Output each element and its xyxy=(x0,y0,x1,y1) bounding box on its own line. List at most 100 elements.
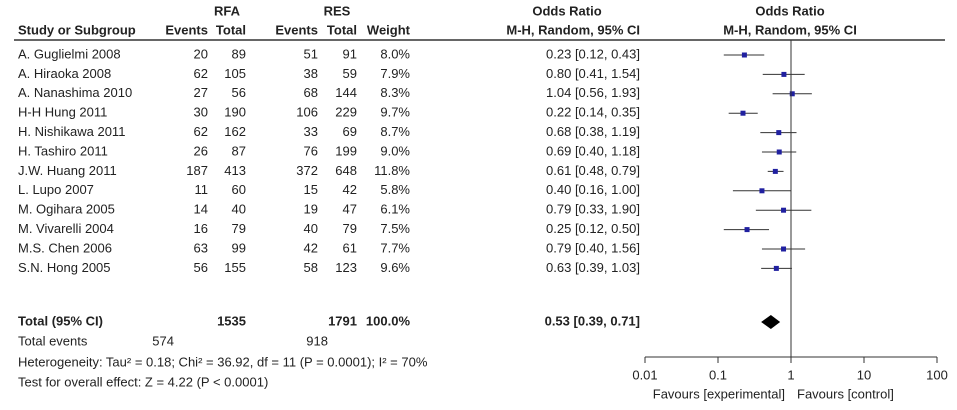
table-cell: 9.0% xyxy=(380,143,410,158)
study-name: H. Tashiro 2011 xyxy=(18,143,108,158)
table-cell: 229 xyxy=(335,105,357,120)
study-name: J.W. Huang 2011 xyxy=(18,163,117,178)
total-cell: 1535 xyxy=(217,313,246,328)
table-cell: 190 xyxy=(224,105,246,120)
x-label-right: Favours [control] xyxy=(797,386,894,401)
table-cell: 155 xyxy=(224,260,246,275)
table-cell: 87 xyxy=(232,143,246,158)
odds-ratio-label: 0.69 [0.40, 1.18] xyxy=(546,143,640,158)
odds-ratio-label: 1.04 [0.56, 1.93] xyxy=(546,85,640,100)
table-cell: 91 xyxy=(343,46,357,61)
table-cell: 106 xyxy=(296,105,318,120)
study-name: M. Vivarelli 2004 xyxy=(18,221,114,236)
column-header: Total xyxy=(327,22,357,37)
table-cell: 413 xyxy=(224,163,246,178)
table-cell: 8.0% xyxy=(380,46,410,61)
table-cell: 6.1% xyxy=(380,202,410,217)
odds-ratio-label: 0.22 [0.14, 0.35] xyxy=(546,105,640,120)
table-cell: 69 xyxy=(343,124,357,139)
study-name: M.S. Chen 2006 xyxy=(18,240,112,255)
table-cell: 62 xyxy=(194,124,208,139)
table-cell: 62 xyxy=(194,66,208,81)
point-estimate xyxy=(776,149,782,155)
odds-ratio-label: 0.79 [0.33, 1.90] xyxy=(546,202,640,217)
overall-effect: Test for overall effect: Z = 4.22 (P < 0… xyxy=(18,374,268,389)
table-cell: 123 xyxy=(335,260,357,275)
table-cell: 14 xyxy=(194,202,208,217)
total-cell: 1791 xyxy=(328,313,357,328)
point-estimate xyxy=(776,130,782,136)
table-cell: 11.8% xyxy=(374,163,410,178)
column-header: Events xyxy=(165,22,208,37)
total-cell: 100.0% xyxy=(366,313,411,328)
column-header: M-H, Random, 95% CI xyxy=(506,22,640,37)
column-header: Events xyxy=(275,22,318,37)
total-label: Total (95% CI) xyxy=(18,313,103,328)
odds-ratio-label: 0.61 [0.48, 0.79] xyxy=(546,163,640,178)
x-tick-label: 0.01 xyxy=(632,367,657,382)
table-cell: 79 xyxy=(343,221,357,236)
table-cell: 372 xyxy=(296,163,318,178)
table-cell: 76 xyxy=(304,143,318,158)
table-cell: 11 xyxy=(195,182,209,197)
table-cell: 56 xyxy=(194,260,208,275)
table-cell: 8.7% xyxy=(380,124,410,139)
odds-ratio-label: 0.23 [0.12, 0.43] xyxy=(546,46,640,61)
table-cell: 15 xyxy=(304,182,318,197)
study-name: A. Nanashima 2010 xyxy=(18,85,132,100)
table-cell: 30 xyxy=(194,105,208,120)
x-tick-label: 10 xyxy=(857,367,871,382)
odds-ratio-label: 0.40 [0.16, 1.00] xyxy=(546,182,640,197)
odds-ratio-label: 0.63 [0.39, 1.03] xyxy=(546,260,640,275)
column-header: Odds Ratio xyxy=(532,3,601,18)
table-cell: 648 xyxy=(335,163,357,178)
table-cell: 56 xyxy=(232,85,246,100)
point-estimate xyxy=(773,265,779,271)
table-cell: 40 xyxy=(304,221,318,236)
study-name: H-H Hung 2011 xyxy=(18,105,107,120)
heterogeneity: Heterogeneity: Tau² = 0.18; Chi² = 36.92… xyxy=(18,354,428,369)
table-cell: 8.3% xyxy=(380,85,410,100)
total-or-label: 0.53 [0.39, 0.71] xyxy=(545,313,640,328)
column-header: Study or Subgroup xyxy=(18,22,136,37)
table-cell: 63 xyxy=(194,240,208,255)
table-cell: 5.8% xyxy=(380,182,410,197)
pooled-diamond xyxy=(761,315,781,329)
table-cell: 59 xyxy=(343,66,357,81)
x-tick-label: 1 xyxy=(787,367,794,382)
study-name: H. Nishikawa 2011 xyxy=(18,124,125,139)
odds-ratio-label: 0.79 [0.40, 1.56] xyxy=(546,240,640,255)
study-name: L. Lupo 2007 xyxy=(18,182,94,197)
table-cell: 20 xyxy=(194,46,208,61)
column-header: Total xyxy=(216,22,246,37)
table-cell: 199 xyxy=(335,143,357,158)
table-cell: 51 xyxy=(304,46,318,61)
x-label-left: Favours [experimental] xyxy=(653,386,785,401)
table-cell: 9.7% xyxy=(380,105,410,120)
table-cell: 79 xyxy=(232,221,246,236)
table-cell: 38 xyxy=(304,66,318,81)
table-cell: 27 xyxy=(194,85,208,100)
column-header: M-H, Random, 95% CI xyxy=(723,22,857,37)
table-cell: 60 xyxy=(232,182,246,197)
group-header: RES xyxy=(324,3,351,18)
table-cell: 7.7% xyxy=(380,240,410,255)
point-estimate xyxy=(741,52,747,58)
point-estimate xyxy=(772,168,778,174)
table-cell: 7.5% xyxy=(380,221,410,236)
table-cell: 40 xyxy=(232,202,246,217)
point-estimate xyxy=(781,207,787,213)
column-header: Weight xyxy=(367,22,411,37)
total-events-cell: 574 xyxy=(152,333,174,348)
table-cell: 99 xyxy=(232,240,246,255)
x-tick-label: 0.1 xyxy=(709,367,727,382)
point-estimate xyxy=(740,110,746,116)
point-estimate xyxy=(759,188,765,194)
study-name: A. Hiraoka 2008 xyxy=(18,66,111,81)
total-events-cell: 918 xyxy=(306,333,328,348)
column-header: Odds Ratio xyxy=(755,3,824,18)
odds-ratio-label: 0.80 [0.41, 1.54] xyxy=(546,66,640,81)
table-cell: 19 xyxy=(304,202,318,217)
x-tick-label: 100 xyxy=(926,367,948,382)
